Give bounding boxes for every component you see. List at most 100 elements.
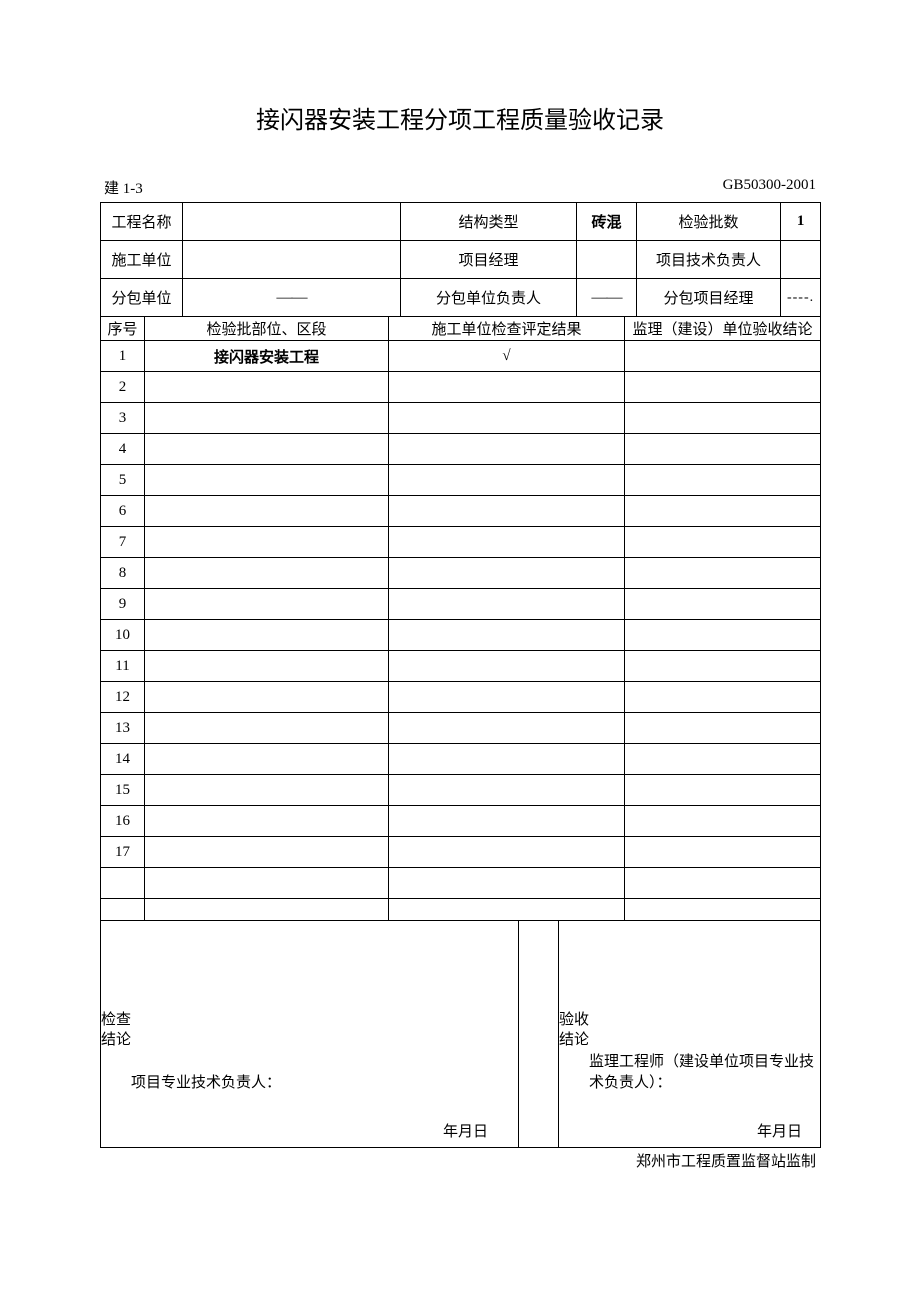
row-conclusion: [625, 868, 821, 899]
table-row: 2: [101, 372, 821, 403]
row-part: [145, 837, 389, 868]
sh-c3: 施工单位检查评定结果: [389, 317, 625, 341]
row-seq: 8: [101, 558, 145, 589]
row-result: [389, 558, 625, 589]
row-seq: 5: [101, 465, 145, 496]
h2c6: [781, 241, 821, 279]
row-conclusion: [625, 341, 821, 372]
sig-right-cell: 验收 结论 监理工程师（建设单位项目专业技术负责人）： 年月日: [559, 921, 821, 1148]
table-row: 10: [101, 620, 821, 651]
table-row: 16: [101, 806, 821, 837]
table-row: 3: [101, 403, 821, 434]
row-conclusion: [625, 434, 821, 465]
row-result: [389, 620, 625, 651]
h2c4: [577, 241, 637, 279]
sh-c4: 监理（建设）单位验收结论: [625, 317, 821, 341]
row-part: [145, 713, 389, 744]
sig-left-label: 检查 结论: [101, 1011, 131, 1050]
blank-row: [101, 899, 821, 921]
h1c1: 工程名称: [101, 203, 183, 241]
row-seq: 2: [101, 372, 145, 403]
row-result: [389, 775, 625, 806]
table-row: 5: [101, 465, 821, 496]
row-seq: 4: [101, 434, 145, 465]
row-seq: 15: [101, 775, 145, 806]
row-part: 接闪器安装工程: [145, 341, 389, 372]
table-row: 1接闪器安装工程√: [101, 341, 821, 372]
row-seq: 9: [101, 589, 145, 620]
row-result: [389, 589, 625, 620]
row-seq: 14: [101, 744, 145, 775]
row-seq: 16: [101, 806, 145, 837]
sig-right-signer: 监理工程师（建设单位项目专业技术负责人）：: [559, 1050, 820, 1092]
h2c2: [183, 241, 401, 279]
table-row: 6: [101, 496, 821, 527]
row-result: [389, 713, 625, 744]
row-part: [145, 558, 389, 589]
h2c3: 项目经理: [401, 241, 577, 279]
row-seq: 17: [101, 837, 145, 868]
h1c4: 砖混: [577, 203, 637, 241]
row-part: [145, 403, 389, 434]
sig-mid-gap: [519, 921, 559, 1148]
h1c5: 检验批数: [637, 203, 781, 241]
row-result: [389, 496, 625, 527]
row-part: [145, 651, 389, 682]
row-seq: 3: [101, 403, 145, 434]
row-part: [145, 496, 389, 527]
row-result: [389, 837, 625, 868]
sig-right-date: 年月日: [559, 1120, 820, 1147]
row-seq: 11: [101, 651, 145, 682]
row-seq: 1: [101, 341, 145, 372]
row-part: [145, 775, 389, 806]
row-part: [145, 744, 389, 775]
row-result: [389, 682, 625, 713]
row-part: [145, 465, 389, 496]
meta-left: 建 1-3: [104, 177, 143, 198]
h3c5: 分包项目经理: [637, 279, 781, 317]
row-result: [389, 465, 625, 496]
table-row: 8: [101, 558, 821, 589]
sig-right-label: 验收 结论: [559, 1011, 589, 1050]
row-seq: 6: [101, 496, 145, 527]
header-row-3: 分包单位 —— 分包单位负责人 —— 分包项目经理 ----.: [101, 279, 821, 317]
table-row: 12: [101, 682, 821, 713]
row-conclusion: [625, 527, 821, 558]
meta-row: 建 1-3 GB50300-2001: [100, 177, 820, 198]
row-result: [389, 744, 625, 775]
table-row: 13: [101, 713, 821, 744]
table-row: 7: [101, 527, 821, 558]
row-part: [145, 620, 389, 651]
row-conclusion: [625, 744, 821, 775]
h2c5: 项目技术负责人: [637, 241, 781, 279]
row-seq: 10: [101, 620, 145, 651]
row-result: √: [389, 341, 625, 372]
sh-c2: 检验批部位、区段: [145, 317, 389, 341]
row-seq: 13: [101, 713, 145, 744]
sig-left-signer: 项目专业技术负责人：: [101, 1071, 518, 1092]
row-part: [145, 868, 389, 899]
row-part: [145, 806, 389, 837]
h1c3: 结构类型: [401, 203, 577, 241]
row-conclusion: [625, 837, 821, 868]
row-conclusion: [625, 775, 821, 806]
row-result: [389, 434, 625, 465]
row-part: [145, 589, 389, 620]
row-seq: 7: [101, 527, 145, 558]
row-part: [145, 372, 389, 403]
h3c6: ----.: [781, 279, 821, 317]
table-row: 17: [101, 837, 821, 868]
main-table: 工程名称 结构类型 砖混 检验批数 1 施工单位 项目经理 项目技术负责人 分包…: [100, 202, 821, 1148]
signature-row: 检查 结论 项目专业技术负责人： 年月日 验收 结论: [101, 921, 821, 1148]
h3c2: ——: [183, 279, 401, 317]
row-conclusion: [625, 465, 821, 496]
row-part: [145, 682, 389, 713]
header-row-1: 工程名称 结构类型 砖混 检验批数 1: [101, 203, 821, 241]
row-conclusion: [625, 651, 821, 682]
footer-note: 郑州市工程质置监督站监制: [100, 1150, 820, 1171]
row-conclusion: [625, 589, 821, 620]
sig-left-cell: 检查 结论 项目专业技术负责人： 年月日: [101, 921, 519, 1148]
row-result: [389, 651, 625, 682]
h3c3: 分包单位负责人: [401, 279, 577, 317]
h3c4: ——: [577, 279, 637, 317]
